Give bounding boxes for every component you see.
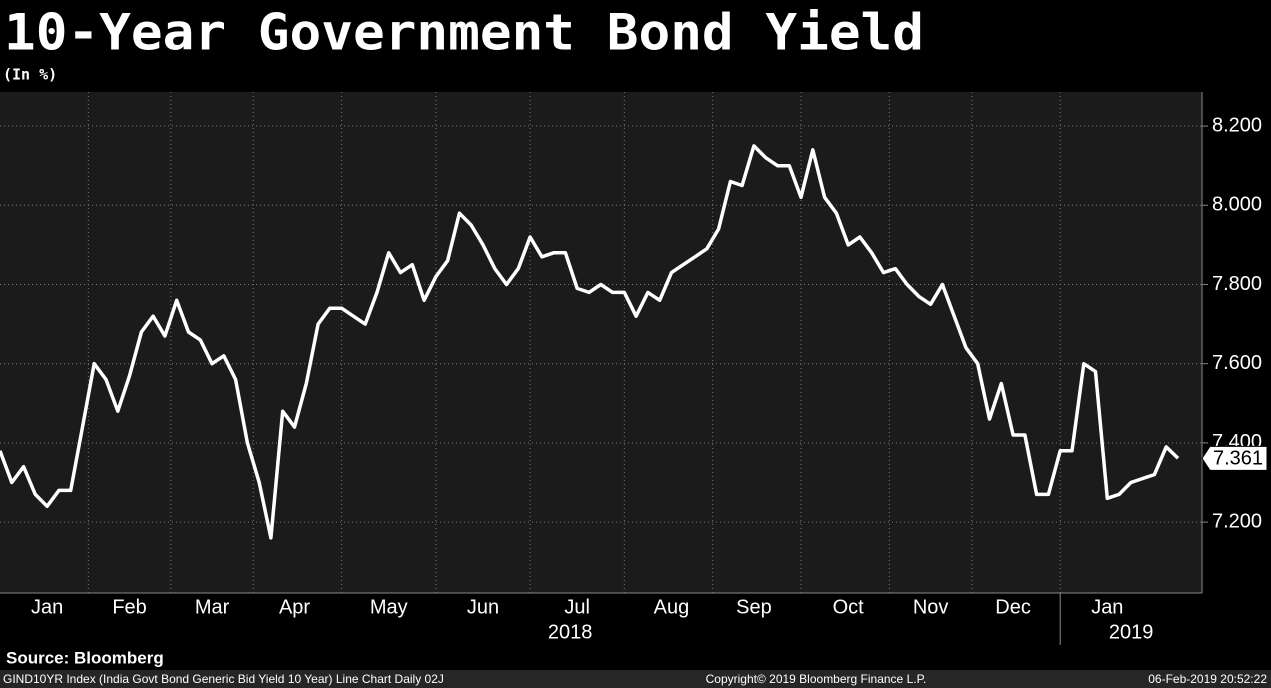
x-tick-label: Oct	[833, 596, 865, 618]
footer-bar	[0, 670, 1271, 688]
x-tick-label: Jan	[31, 596, 63, 618]
x-tick-label: Sep	[736, 596, 772, 618]
chart-subtitle: (In %)	[3, 66, 57, 84]
footer-center: Copyright© 2019 Bloomberg Finance L.P.	[706, 672, 927, 686]
footer-right: 06-Feb-2019 20:52:22	[1148, 672, 1267, 686]
plot-area	[0, 92, 1202, 593]
x-tick-label: Jun	[467, 596, 499, 618]
x-tick-label: Jul	[564, 596, 590, 618]
year-label: 2019	[1109, 621, 1154, 643]
x-tick-label: Aug	[654, 596, 690, 618]
x-tick-label: Mar	[195, 596, 230, 618]
year-label: 2018	[548, 621, 593, 643]
y-tick-label: 7.800	[1212, 273, 1262, 295]
x-tick-label: Jan	[1091, 596, 1123, 618]
footer-left: GIND10YR Index (India Govt Bond Generic …	[3, 672, 444, 686]
x-tick-label: Dec	[995, 596, 1031, 618]
x-tick-label: Nov	[913, 596, 949, 618]
source: Source: Bloomberg	[6, 648, 164, 667]
chart-title: 10-Year Government Bond Yield	[4, 4, 924, 62]
y-tick-label: 8.000	[1212, 194, 1262, 216]
y-tick-label: 8.200	[1212, 114, 1262, 136]
series-line	[0, 144, 1180, 540]
x-tick-label: Feb	[112, 596, 146, 618]
last-value-box	[1201, 445, 1268, 471]
last-value-label: 7.361	[1213, 448, 1263, 470]
x-tick-label: Apr	[279, 596, 310, 618]
x-tick-label: May	[370, 596, 408, 618]
y-tick-label: 7.600	[1212, 352, 1262, 374]
y-tick-label: 7.200	[1212, 510, 1262, 532]
